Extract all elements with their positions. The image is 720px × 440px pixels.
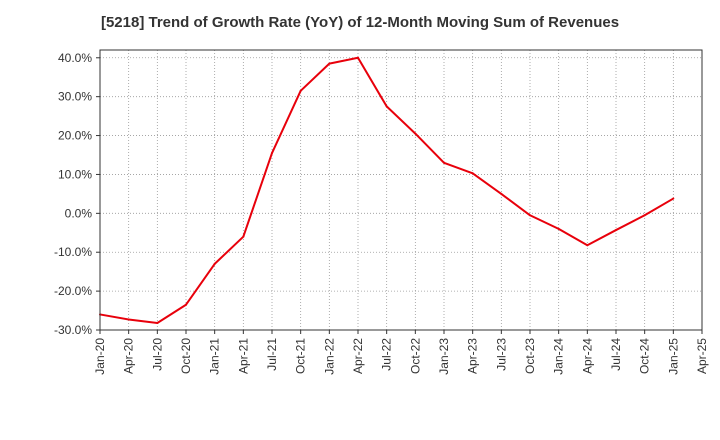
grid-lines (100, 50, 702, 331)
x-tick-label: Apr-23 (466, 338, 480, 374)
data-point (586, 244, 589, 247)
x-tick-label: Oct-21 (294, 338, 308, 374)
y-tick-label: 40.0% (58, 51, 92, 65)
x-tick-label: Jan-21 (208, 338, 222, 375)
y-tick-label: -30.0% (54, 323, 92, 337)
y-tick-label: 30.0% (58, 90, 92, 104)
data-point (385, 105, 388, 108)
y-tick-label: -10.0% (54, 245, 92, 259)
y-tick-label: 20.0% (58, 129, 92, 143)
x-tick-label: Jan-22 (322, 338, 336, 375)
data-point (357, 56, 359, 59)
y-tick-label: -20.0% (54, 284, 92, 298)
data-point (500, 192, 503, 195)
x-axis-tick-labels: Jan-20 Apr-20 Jul-20 Oct-20 Jan-21 Apr-21 Jul-… (93, 338, 709, 375)
data-point (213, 262, 216, 265)
data-point (271, 152, 273, 155)
series-line (99, 56, 674, 324)
x-tick-label: Oct-22 (408, 338, 422, 374)
data-point (156, 322, 159, 324)
y-tick-label: 10.0% (58, 167, 92, 181)
chart-title: [5218] Trend of Growth Rate (YoY) of 12-… (100, 14, 620, 31)
data-point (328, 62, 331, 65)
series-layer (99, 56, 675, 324)
x-tick-label: Oct-23 (523, 338, 537, 374)
x-tick-label: Jan-25 (666, 338, 680, 375)
data-point (643, 214, 646, 217)
x-tick-label: Jul-21 (265, 338, 279, 371)
plot-border (99, 49, 703, 331)
x-tick-label: Jul-22 (380, 338, 394, 371)
data-point (471, 172, 474, 175)
x-tick-label: Oct-20 (179, 338, 193, 374)
x-tick-label: Jan-23 (437, 338, 451, 375)
data-point (414, 132, 417, 135)
x-tick-label: Apr-20 (122, 338, 136, 374)
data-point (672, 197, 675, 200)
data-point (299, 89, 302, 92)
data-point (185, 303, 187, 306)
data-point (557, 227, 560, 230)
plot-frame (96, 49, 703, 334)
x-tick-label: Oct-24 (638, 338, 652, 374)
x-tick-label: Apr-22 (351, 338, 365, 374)
data-point (529, 214, 531, 217)
x-tick-label: Apr-21 (236, 338, 250, 374)
data-point (127, 318, 130, 321)
x-tick-label: Jan-24 (552, 338, 566, 375)
x-tick-label: Apr-25 (695, 338, 709, 374)
x-tick-label: Apr-24 (580, 338, 594, 374)
x-tick-label: Jul-23 (494, 338, 508, 371)
x-tick-label: Jul-24 (609, 338, 623, 371)
data-point (242, 235, 245, 238)
x-tick-label: Jan-20 (93, 338, 107, 375)
data-point (443, 161, 445, 164)
y-axis-tick-labels: 40.0% 30.0% 20.0% 10.0% 0.0% -10.0% -20.0% -30.… (54, 51, 92, 337)
y-tick-label: 0.0% (65, 206, 93, 220)
data-point (615, 229, 617, 232)
x-tick-label: Jul-20 (150, 338, 164, 371)
